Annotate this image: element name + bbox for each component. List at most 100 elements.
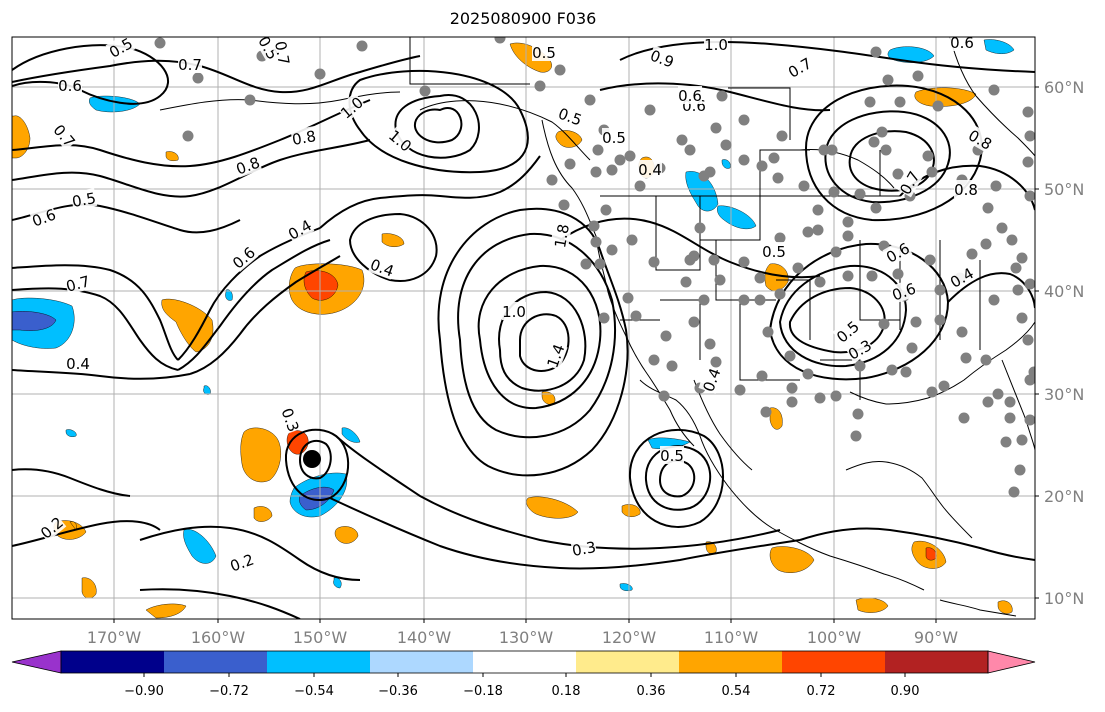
coastline [845, 461, 973, 539]
contour-line [519, 313, 570, 372]
positive-patch [161, 298, 214, 353]
colorbar-tick-label: 0.54 [722, 684, 751, 699]
station-dot [982, 202, 994, 214]
contour-label-text: 0.4 [66, 355, 90, 373]
contour-label: 0.4 [638, 160, 662, 179]
colorbar-segment [679, 651, 783, 673]
lat-tick-label: 60°N [1044, 78, 1084, 97]
contour-label: 0.5 [660, 446, 684, 465]
station-dot [648, 256, 660, 268]
contour-label-text: 0.7 [271, 40, 293, 67]
colorbar-segment [885, 651, 989, 673]
station-dot [1022, 334, 1034, 346]
station-dot [934, 284, 946, 296]
station-dot [1012, 284, 1024, 296]
station-dot [738, 114, 750, 126]
station-dot [1016, 434, 1028, 446]
station-dot [494, 37, 506, 44]
station-dot [1014, 464, 1026, 476]
negative-patch [983, 39, 1015, 54]
station-dot [926, 166, 938, 178]
station-dot [1028, 366, 1035, 378]
contour-label-text: 0.7 [178, 56, 202, 74]
negative-patch [721, 159, 731, 169]
contour-label-text: 0.6 [678, 87, 702, 105]
contour-label: 0.5 [70, 188, 97, 211]
station-dot [910, 316, 922, 328]
contour-label: 0.5 [602, 128, 626, 147]
contour-label: 1.8 [550, 222, 573, 249]
station-dot [956, 326, 968, 338]
contour-label: 0.7 [178, 55, 202, 74]
contour-line [139, 525, 361, 581]
station-dot [419, 85, 431, 97]
station-dot [1004, 412, 1016, 424]
station-dot [934, 314, 946, 326]
contour-line [12, 468, 131, 497]
positive-patch [81, 577, 97, 599]
station-dot [826, 144, 838, 156]
colorbar-tick-label: −0.72 [209, 684, 249, 699]
station-dot [590, 166, 602, 178]
station-dot [882, 74, 894, 86]
station-dot [852, 408, 864, 420]
station-dot [630, 310, 642, 322]
station-dot [720, 139, 732, 151]
station-dot [714, 274, 726, 286]
contour-label: 0.7 [63, 271, 92, 296]
station-dot [802, 368, 814, 380]
station-dot [892, 268, 904, 280]
negative-patch [89, 95, 141, 113]
station-dot [698, 294, 710, 306]
contour-label: 0.4 [368, 254, 397, 281]
lon-tick-label: 140°W [397, 628, 452, 647]
contour-line [12, 203, 241, 234]
station-dot [704, 338, 716, 350]
station-dot [356, 40, 368, 52]
station-dot [1000, 436, 1012, 448]
contour-label: 1.0 [704, 36, 728, 54]
lon-tick-label: 90°W [914, 628, 958, 647]
contour-line [329, 497, 801, 570]
contour-label-text: 0.5 [660, 447, 684, 465]
storm-center-marker [303, 450, 321, 468]
contour-line [804, 84, 983, 222]
station-dot [660, 330, 672, 342]
station-dot [626, 234, 638, 246]
station-dot [870, 46, 882, 58]
station-dot [814, 276, 826, 288]
station-dot [776, 130, 788, 142]
station-dot [1016, 252, 1028, 264]
station-dot [734, 384, 746, 396]
station-dot [876, 126, 888, 138]
positive-patch [253, 506, 273, 522]
station-dot [924, 254, 936, 266]
contour-label: 0.3 [570, 537, 597, 560]
negative-patch [225, 289, 233, 301]
lat-tick-label: 50°N [1044, 180, 1084, 199]
contour-label: 0.8 [290, 126, 317, 149]
colorbar-segment [267, 651, 371, 673]
contour-line [12, 139, 371, 198]
contour-line [335, 435, 781, 550]
station-dot [762, 326, 774, 338]
contour-line [628, 428, 724, 528]
contour-line [177, 227, 321, 361]
positive-patch [509, 42, 552, 73]
station-dot [588, 220, 600, 232]
station-dot [850, 430, 862, 442]
coastline [693, 379, 753, 471]
contour-label: 1.4 [542, 341, 569, 370]
contour-label-text: 1.0 [704, 36, 728, 54]
station-dot [786, 382, 798, 394]
contour-line [824, 110, 951, 204]
contour-line [477, 264, 602, 410]
lon-tick-label: 100°W [807, 628, 862, 647]
positive-patch [12, 115, 31, 159]
station-dot [864, 96, 876, 108]
negative-patch [341, 427, 361, 443]
positive-patch [555, 130, 583, 148]
station-dot [802, 226, 814, 238]
contour-label: 0.7 [271, 39, 294, 66]
station-dot [830, 390, 842, 402]
